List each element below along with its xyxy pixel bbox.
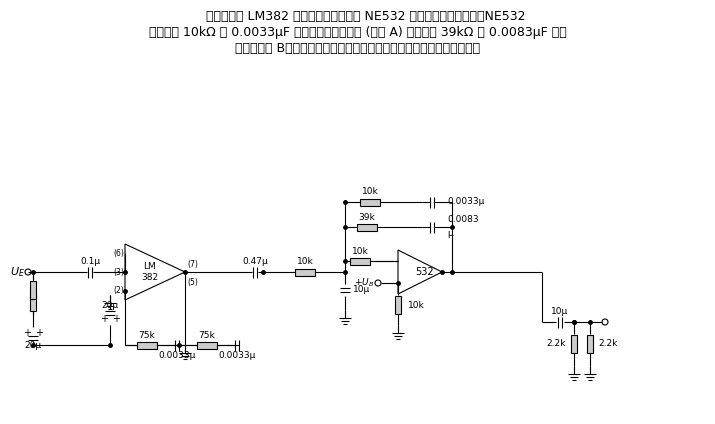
Text: $U_E$: $U_E$ <box>11 265 26 279</box>
Text: (7): (7) <box>187 259 198 268</box>
Text: 20μ: 20μ <box>24 341 41 351</box>
Text: 532: 532 <box>415 267 434 277</box>
Text: 2.2k: 2.2k <box>598 340 617 349</box>
Text: (6): (6) <box>113 249 124 258</box>
Text: μ: μ <box>447 229 453 237</box>
Text: 支路（曲线 B）。其频率、增益和相位移之间的数值关系如下页表所示。: 支路（曲线 B）。其频率、增益和相位移之间的数值关系如下页表所示。 <box>235 42 480 55</box>
Bar <box>360 198 380 206</box>
Bar <box>137 341 157 349</box>
Text: 10k: 10k <box>352 246 368 256</box>
Text: +: + <box>100 314 108 324</box>
Text: +: + <box>35 328 43 338</box>
Text: 0.47μ: 0.47μ <box>242 257 268 267</box>
Text: 10μ: 10μ <box>353 285 370 295</box>
Text: 10k: 10k <box>362 187 378 196</box>
Text: 上可接出 10kΩ 和 0.0033μF 并联组成的反馈网络 (曲线 A) 或再并联 39kΩ 与 0.0083μF 串联: 上可接出 10kΩ 和 0.0033μF 并联组成的反馈网络 (曲线 A) 或再… <box>149 26 567 39</box>
Bar <box>395 296 401 314</box>
Text: 0.1μ: 0.1μ <box>80 257 100 267</box>
Text: 20μ: 20μ <box>102 301 119 310</box>
Text: 10μ: 10μ <box>551 307 568 316</box>
Bar <box>587 335 593 353</box>
Text: 10k: 10k <box>297 257 313 267</box>
Text: +: + <box>23 328 31 338</box>
Text: 10k: 10k <box>408 301 425 310</box>
Text: 0.0033μ: 0.0033μ <box>158 351 196 360</box>
Bar <box>350 257 370 265</box>
Bar <box>357 223 377 231</box>
Text: +: + <box>112 314 120 324</box>
Bar <box>295 268 315 276</box>
Bar <box>30 281 36 299</box>
Bar <box>30 293 36 311</box>
Text: 39k: 39k <box>359 212 375 221</box>
Text: 75k: 75k <box>139 330 155 340</box>
Text: (2): (2) <box>113 286 124 295</box>
Text: (3): (3) <box>113 268 124 276</box>
Text: 75k: 75k <box>199 330 215 340</box>
Text: 0.0033μ: 0.0033μ <box>218 351 256 360</box>
Bar <box>197 341 217 349</box>
Text: (5): (5) <box>187 277 198 287</box>
Text: 2.2k: 2.2k <box>547 340 566 349</box>
Bar <box>571 335 577 353</box>
Text: 0.0033μ: 0.0033μ <box>447 198 484 206</box>
Text: 0.0083: 0.0083 <box>447 215 478 224</box>
Text: $+U_B$: $+U_B$ <box>354 277 374 289</box>
Text: 电路主要由 LM382 低噪声前置放大器和 NE532 线性运算放大器构成。NE532: 电路主要由 LM382 低噪声前置放大器和 NE532 线性运算放大器构成。NE… <box>190 10 526 23</box>
Text: LM
382: LM 382 <box>142 262 159 282</box>
